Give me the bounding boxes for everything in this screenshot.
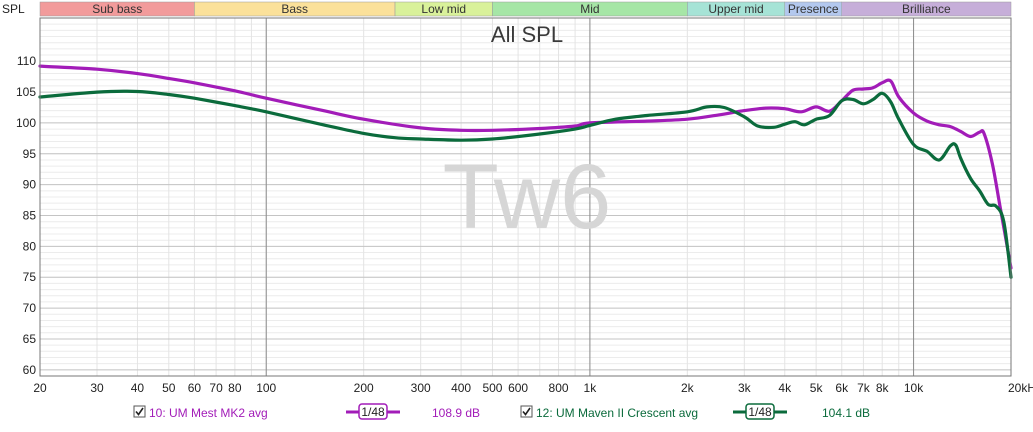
series-line-0 xyxy=(38,64,1013,270)
series-lines xyxy=(38,64,1013,279)
x-tick-label-3: 50 xyxy=(162,381,176,395)
y-tick-label-0: 110 xyxy=(17,54,36,68)
x-tick-label-20: 7k xyxy=(857,381,871,395)
y-tick-label-7: 75 xyxy=(23,270,37,284)
y-tick-label-6: 80 xyxy=(23,239,37,253)
chart-title: All SPL xyxy=(491,22,563,47)
legend-smoothing-box-1 xyxy=(745,403,775,420)
x-tick-label-17: 4k xyxy=(778,381,792,395)
y-tick-label-3: 95 xyxy=(23,147,37,161)
x-axis-ticks: 20 30 40 50 60 70 80 100 200 300 400 500 600 800 1k 2k 3… xyxy=(33,381,1033,395)
x-tick-label-15: 2k xyxy=(681,381,695,395)
legend-smoothing-1: 1/48 xyxy=(748,405,772,419)
band-label-2: Low mid xyxy=(421,2,466,16)
y-tick-label-1: 105 xyxy=(16,85,36,99)
x-tick-label-18: 5k xyxy=(810,381,824,395)
band-label-6: Brilliance xyxy=(902,2,951,16)
y-tick-label-4: 90 xyxy=(23,178,37,192)
band-label-1: Bass xyxy=(281,2,308,16)
x-tick-label-9: 300 xyxy=(411,381,431,395)
x-tick-label-6: 80 xyxy=(228,381,242,395)
band-label-3: Mid xyxy=(580,2,599,16)
band-label-5: Presence xyxy=(788,2,839,16)
x-tick-label-4: 60 xyxy=(188,381,202,395)
legend-smoothing-0: 1/48 xyxy=(361,405,385,419)
x-tick-label-19: 6k xyxy=(835,381,849,395)
y-axis-ticks: 110 105 100 95 90 85 80 75 70 65 60 xyxy=(16,54,36,377)
band-label-4: Upper mid xyxy=(708,2,763,16)
legend-smoothing-box-0 xyxy=(358,403,388,420)
watermark: Tw6 xyxy=(443,146,612,248)
checkbox-box-0 xyxy=(133,405,146,418)
frequency-bands: Sub bass Bass Low mid Mid Upper mid Presence B… xyxy=(39,1,1012,17)
x-tick-label-8: 200 xyxy=(354,381,374,395)
legend: 10: UM Mest MK2 avg 1/48 108.9 dB 12: UM Ma… xyxy=(133,403,870,420)
y-axis-label: SPL xyxy=(2,2,25,16)
legend-checkbox-0[interactable] xyxy=(133,405,146,418)
y-tick-label-10: 60 xyxy=(23,363,37,377)
x-tick-label-16: 3k xyxy=(738,381,752,395)
check-mark-icon xyxy=(135,407,144,416)
y-tick-label-2: 100 xyxy=(16,116,36,130)
x-tick-label-12: 600 xyxy=(508,381,528,395)
x-tick-label-23: 20kHz xyxy=(1008,381,1033,395)
y-tick-label-8: 70 xyxy=(23,301,37,315)
x-tick-label-1: 30 xyxy=(90,381,104,395)
x-tick-label-7: 100 xyxy=(256,381,276,395)
legend-checkbox-1[interactable] xyxy=(520,405,533,418)
plot-border xyxy=(39,17,1012,377)
x-tick-label-22: 10k xyxy=(904,381,924,395)
plot-frame xyxy=(39,17,1012,377)
band-6 xyxy=(841,1,1012,17)
legend-series-name-1: 12: UM Maven II Crescent avg xyxy=(536,406,698,420)
x-tick-label-0: 20 xyxy=(33,381,47,395)
legend-level-1: 104.1 dB xyxy=(822,406,870,420)
check-mark-icon xyxy=(522,407,531,416)
legend-series-name-0: 10: UM Mest MK2 avg xyxy=(149,406,268,420)
x-tick-label-5: 70 xyxy=(209,381,223,395)
x-tick-label-14: 1k xyxy=(584,381,598,395)
x-tick-label-11: 500 xyxy=(482,381,502,395)
x-tick-label-21: 8k xyxy=(876,381,890,395)
checkbox-box-1 xyxy=(520,405,533,418)
x-tick-label-13: 800 xyxy=(549,381,569,395)
band-label-0: Sub bass xyxy=(92,2,142,16)
legend-level-0: 108.9 dB xyxy=(432,406,480,420)
series-line-1 xyxy=(38,89,1013,279)
x-tick-label-10: 400 xyxy=(451,381,471,395)
y-tick-label-5: 85 xyxy=(23,209,37,223)
x-tick-label-2: 40 xyxy=(131,381,145,395)
y-tick-label-9: 65 xyxy=(23,332,37,346)
